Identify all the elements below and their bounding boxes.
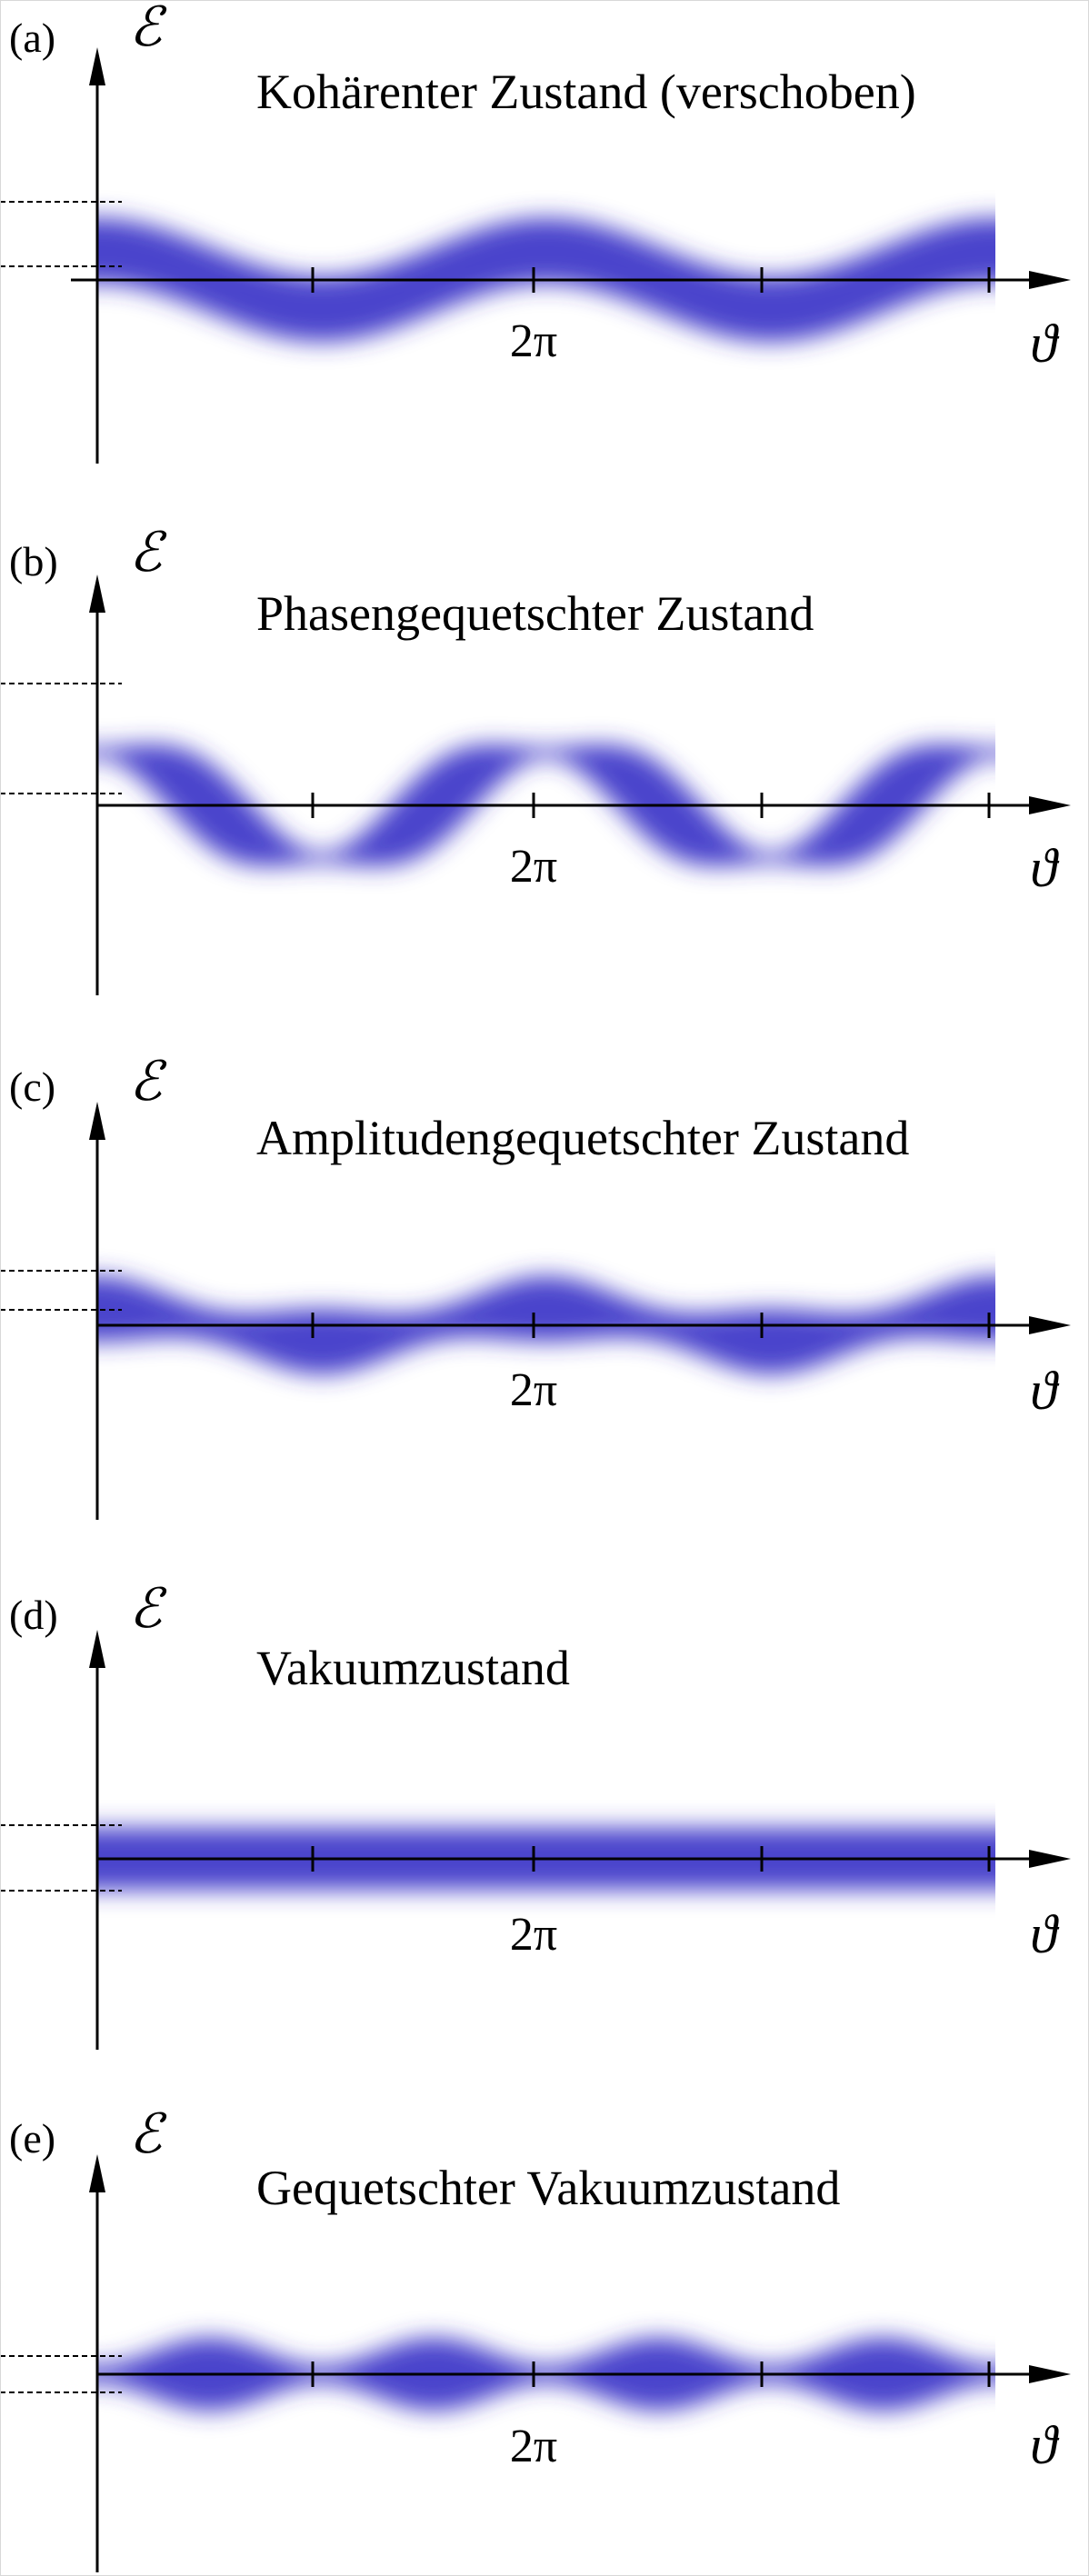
panel-a-y-symbol: ℰ: [129, 0, 167, 57]
panel-a-title: Kohärenter Zustand (verschoben): [256, 65, 916, 119]
panel-c: (c) Amplitudengequetschter Zustand ℰ 2π …: [0, 1052, 1071, 1520]
panel-d-x-arrow: [1029, 1850, 1071, 1868]
panel-d-label: (d): [9, 1592, 58, 1638]
panel-c-y-arrow: [89, 1102, 105, 1140]
panel-b-title: Phasengequetschter Zustand: [256, 586, 814, 641]
panel-b-state-band: [97, 744, 995, 866]
panel-e-y-symbol: ℰ: [129, 2104, 167, 2164]
panel-e-title: Gequetschter Vakuumzustand: [256, 2161, 840, 2215]
panel-c-title: Amplitudengequetschter Zustand: [256, 1111, 909, 1165]
panel-e-x-arrow: [1029, 2365, 1071, 2383]
panel-b-ticks: [311, 793, 991, 818]
panel-a-ticks: [311, 267, 991, 293]
panel-e-label: (e): [9, 2115, 55, 2162]
panel-a-x-arrow: [1029, 271, 1071, 289]
panel-e: (e) Gequetschter Vakuumzustand ℰ 2π ϑ: [0, 2104, 1071, 2572]
panel-c-tick-label: 2π: [510, 1364, 557, 1416]
panel-e-y-arrow: [89, 2154, 105, 2192]
panel-a-x-symbol: ϑ: [1030, 314, 1060, 374]
panel-a-y-arrow: [89, 47, 105, 85]
panel-b-label: (b): [9, 538, 58, 584]
panel-d-x-symbol: ϑ: [1030, 1904, 1060, 1964]
panel-c-ticks: [311, 1313, 991, 1338]
panel-d-tick-label: 2π: [510, 1909, 557, 1961]
panel-c-x-arrow: [1029, 1316, 1071, 1334]
panel-d-title: Vakuumzustand: [256, 1641, 570, 1695]
panel-b-tick-label: 2π: [510, 841, 557, 893]
panel-b-x-arrow: [1029, 796, 1071, 814]
panel-b-band-shape: [97, 744, 995, 866]
panel-d-ticks: [311, 1846, 991, 1872]
panel-b-y-symbol: ℰ: [129, 523, 167, 583]
panel-a-label: (a): [9, 15, 55, 61]
panel-a-tick-label: 2π: [510, 315, 557, 367]
panel-c-label: (c): [9, 1063, 55, 1110]
panel-e-tick-label: 2π: [510, 2421, 557, 2472]
panel-a: (a) Kohärenter Zustand (verschoben) ℰ 2π…: [0, 0, 1071, 464]
panel-d-y-arrow: [89, 1630, 105, 1668]
panel-e-ticks: [311, 2361, 991, 2387]
panel-c-x-symbol: ϑ: [1030, 1361, 1060, 1421]
panel-d: (d) Vakuumzustand ℰ 2π ϑ: [0, 1579, 1071, 2050]
panel-c-y-symbol: ℰ: [129, 1052, 167, 1112]
panel-e-x-symbol: ϑ: [1030, 2415, 1060, 2475]
panel-d-y-symbol: ℰ: [129, 1579, 167, 1639]
panel-b-x-symbol: ϑ: [1030, 838, 1060, 898]
panel-b-band-clip: [97, 744, 995, 866]
panel-b: (b) Phasengequetschter Zustand ℰ 2π ϑ: [0, 523, 1071, 995]
panel-b-y-arrow: [89, 574, 105, 613]
